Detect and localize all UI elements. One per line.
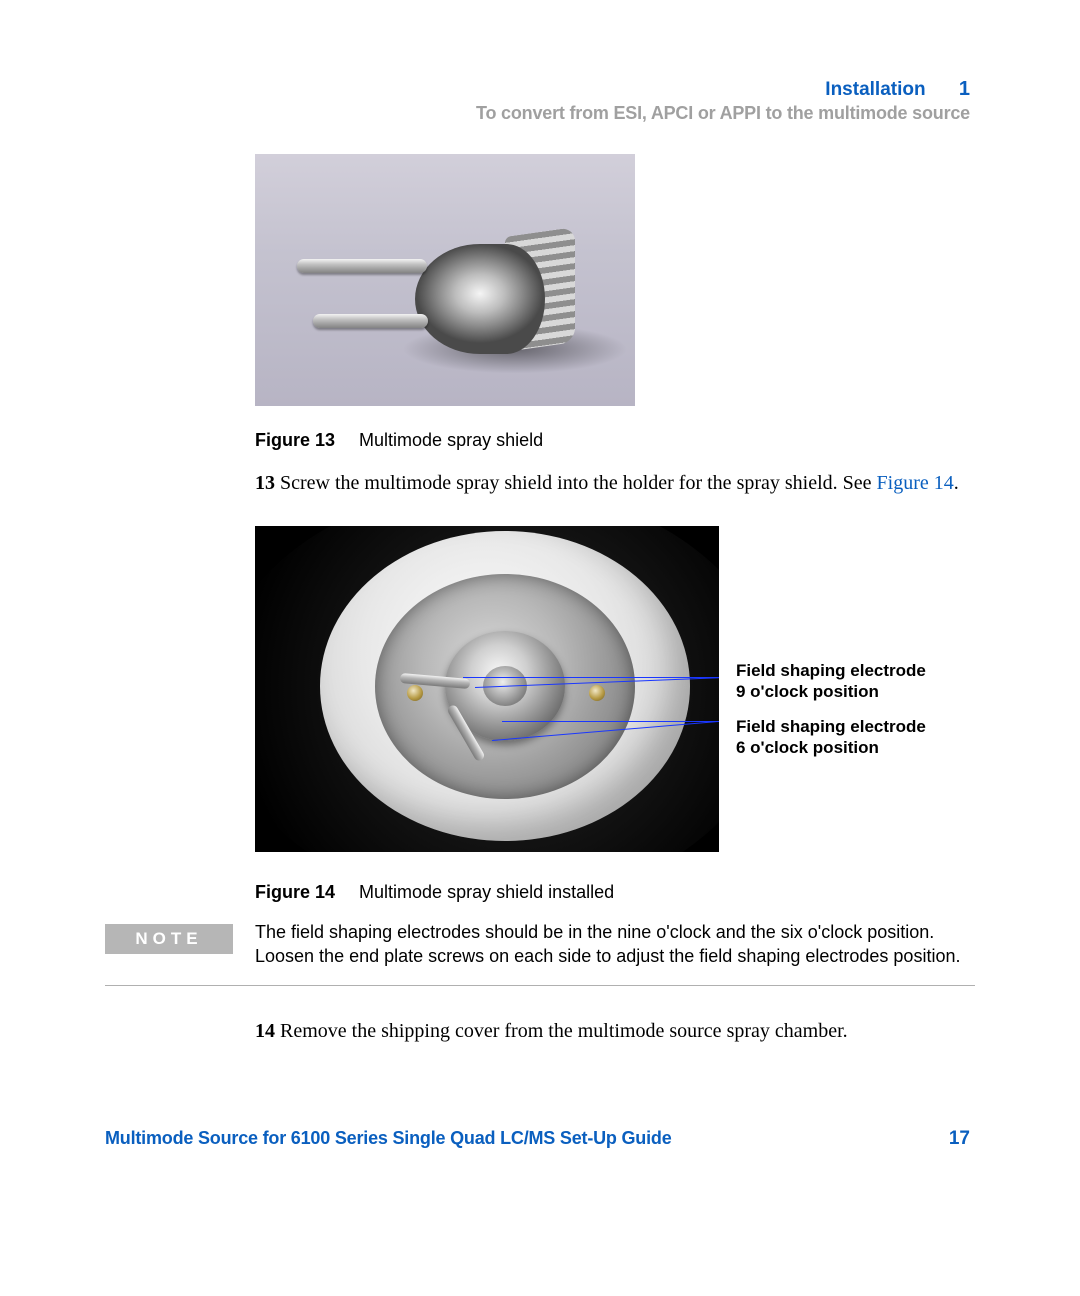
step-13-text-after: . — [954, 472, 959, 494]
step-13: 13 Screw the multimode spray shield into… — [255, 470, 965, 496]
step-14-number: 14 — [255, 1020, 275, 1042]
page-subtitle: To convert from ESI, APCI or APPI to the… — [476, 103, 970, 124]
step-13-text-before: Screw the multimode spray shield into th… — [275, 472, 877, 494]
figure-14-image — [255, 526, 719, 852]
figure-14-caption-text: Multimode spray shield installed — [359, 882, 614, 902]
figure-14-callout-2: Field shaping electrode 6 o'clock positi… — [736, 716, 956, 759]
note-block: NOTE The field shaping electrodes should… — [105, 920, 975, 986]
callout-1-line2: 9 o'clock position — [736, 682, 879, 701]
figure-14-callout-1: Field shaping electrode 9 o'clock positi… — [736, 660, 956, 703]
figure-13-caption: Figure 13 Multimode spray shield — [255, 430, 543, 451]
figure-14-caption: Figure 14 Multimode spray shield installe… — [255, 882, 614, 903]
figure-14-label: Figure 14 — [255, 882, 335, 902]
callout-2-line2: 6 o'clock position — [736, 738, 879, 757]
figure-13-caption-text: Multimode spray shield — [359, 430, 543, 450]
figure-13-label: Figure 13 — [255, 430, 335, 450]
figure-13-image — [255, 154, 635, 406]
callout-2-line1: Field shaping electrode — [736, 717, 926, 736]
step-14: 14 Remove the shipping cover from the mu… — [255, 1020, 965, 1043]
note-text: The field shaping electrodes should be i… — [255, 920, 975, 969]
step-14-text: Remove the shipping cover from the multi… — [275, 1020, 848, 1042]
step-13-figure-ref[interactable]: Figure 14 — [877, 472, 954, 494]
footer-document-title: Multimode Source for 6100 Series Single … — [105, 1128, 672, 1149]
callout-1-line1: Field shaping electrode — [736, 661, 926, 680]
note-badge: NOTE — [105, 924, 233, 954]
footer-page-number: 17 — [949, 1128, 970, 1150]
callout-leader-line — [502, 721, 719, 722]
step-13-number: 13 — [255, 472, 275, 494]
section-number: 1 — [959, 78, 970, 100]
section-title: Installation — [825, 79, 925, 100]
